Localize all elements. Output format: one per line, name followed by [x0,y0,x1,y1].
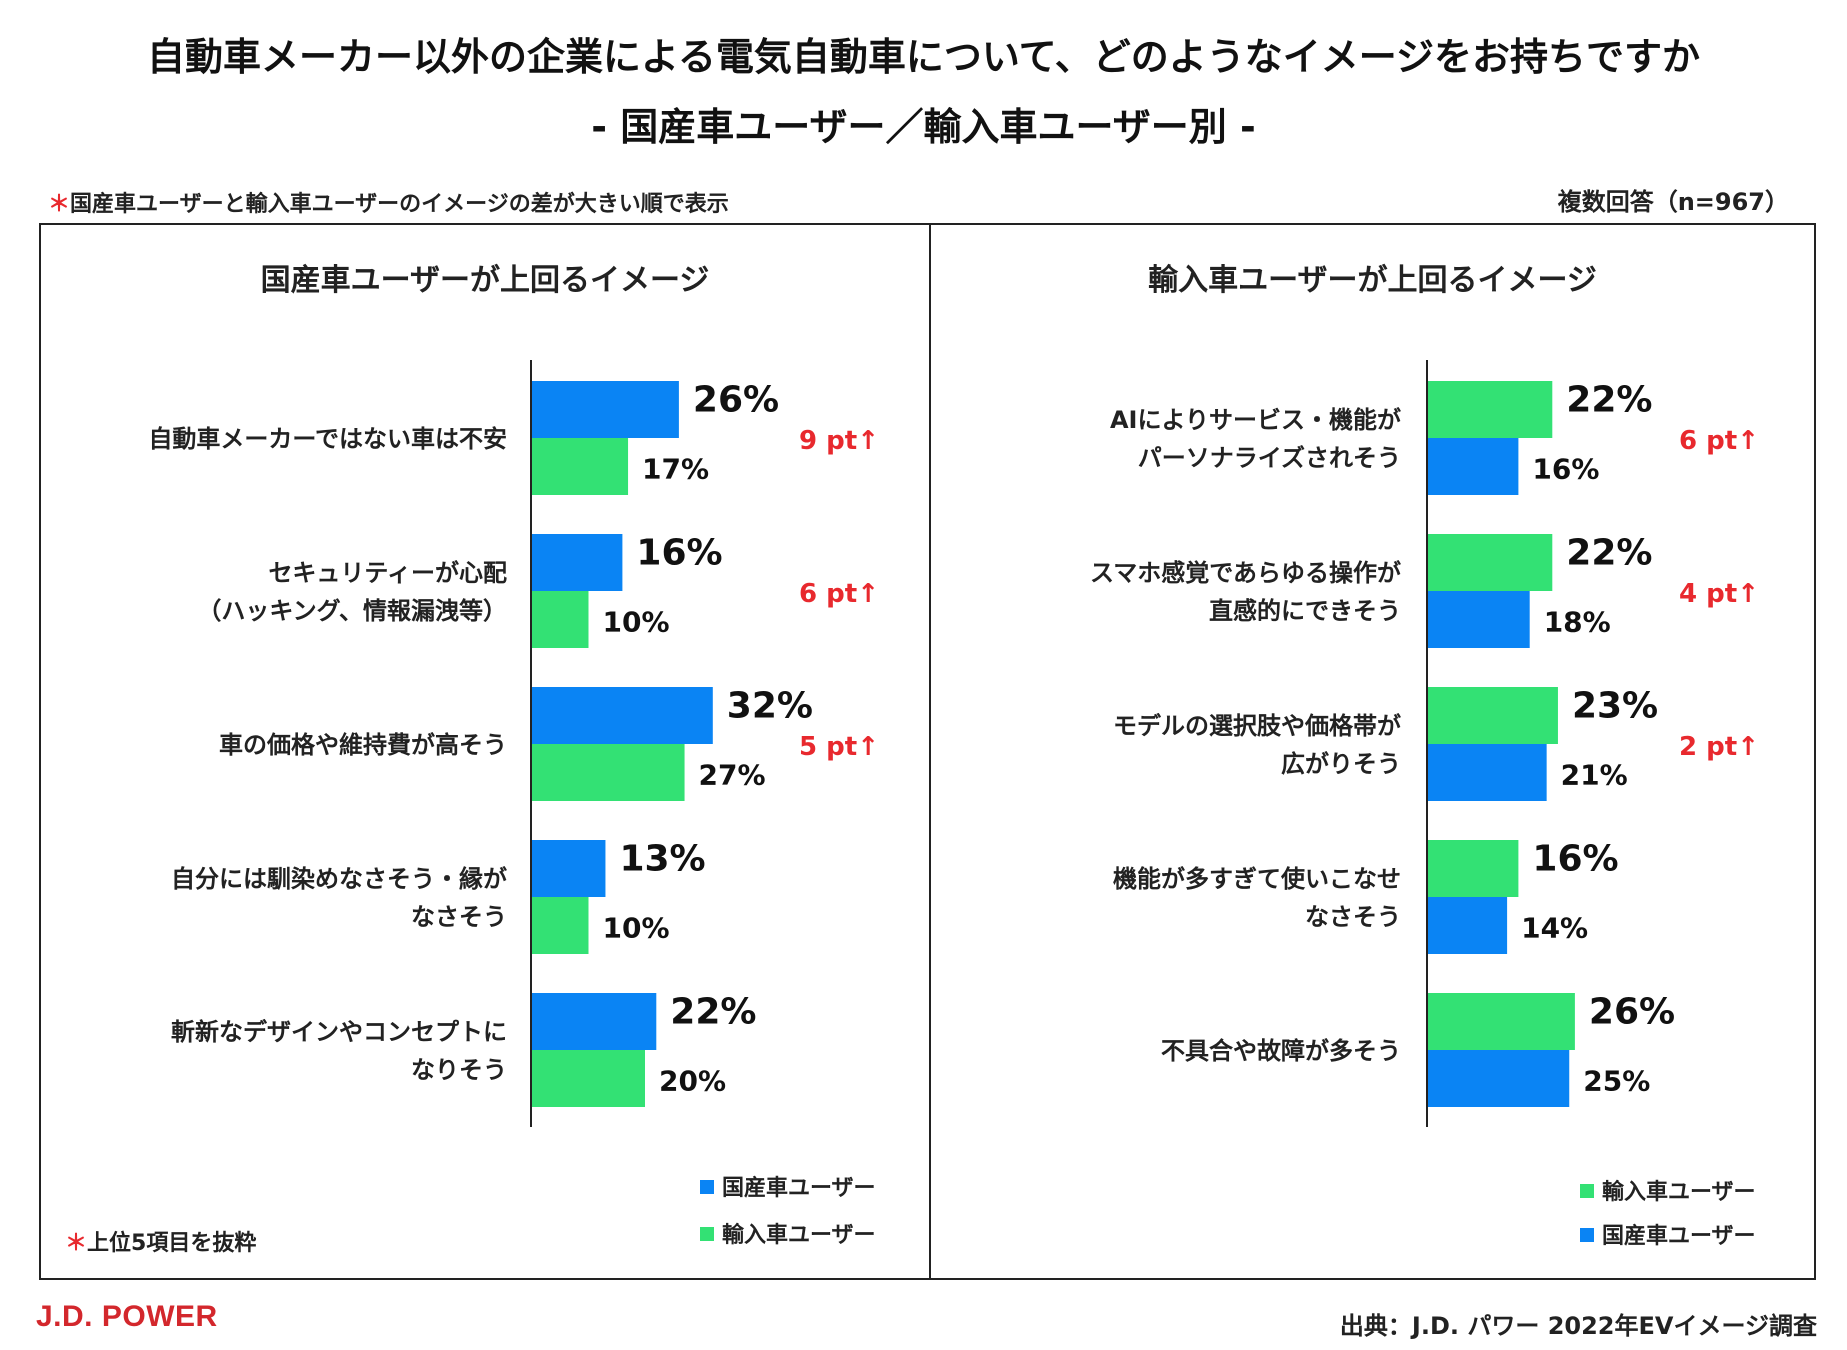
value-label-domestic: 25% [1583,1065,1650,1098]
difference-label: 6 pt↑ [799,579,879,609]
jd-power-logo: J.D. POWER [36,1300,218,1333]
legend-swatch-imported [1580,1184,1594,1198]
value-label-domestic: 26% [693,380,779,421]
domestic-higher-chart: 自動車メーカーではない車は不安 26% 17% 9 pt↑ セキュリティーが心配（ハッキ… [148,360,879,1248]
value-label-imported: 26% [1589,992,1675,1033]
value-label-imported: 22% [1566,380,1652,421]
category-label: 自動車メーカーではない車は不安 [148,425,507,453]
category-label: AIによりサービス・機能がパーソナライズされそう [1110,406,1401,472]
category-label: 斬新なデザインやコンセプトになりそう [171,1018,507,1084]
legend-swatch-domestic [700,1180,714,1194]
difference-label: 4 pt↑ [1679,579,1759,609]
value-label-domestic: 14% [1521,912,1588,945]
bar-domestic [532,687,713,744]
bar-domestic [1428,438,1519,495]
bar-domestic [532,381,679,438]
bar-imported [1428,534,1553,591]
chart-title: 自動車メーカー以外の企業による電気自動車について、どのようなイメージをお持ちです… [146,35,1701,79]
legend-label-imported: 輸入車ユーザー [722,1222,876,1248]
value-label-domestic: 13% [619,839,705,880]
difference-label: 6 pt↑ [1679,426,1759,456]
value-label-imported: 16% [1532,839,1618,880]
difference-label: 2 pt↑ [1679,732,1759,762]
bar-imported [1428,687,1558,744]
category-label: 不具合や故障が多そう [1161,1037,1401,1065]
bar-imported [532,438,629,495]
legend-swatch-domestic [1580,1228,1594,1242]
bar-imported [1428,840,1519,897]
value-label-imported: 22% [1566,533,1652,574]
sort-note: ＊国産車ユーザーと輸入車ユーザーのイメージの差が大きい順で表示 [48,186,729,218]
difference-label: 5 pt↑ [799,732,879,762]
panel-title-domestic-higher: 国産車ユーザーが上回るイメージ [260,263,710,298]
bar-domestic [1428,744,1547,801]
bar-domestic [1428,1050,1570,1107]
value-label-imported: 10% [603,606,670,639]
category-label: セキュリティーが心配（ハッキング、情報漏洩等） [197,559,507,625]
category-label: スマホ感覚であらゆる操作が直感的にできそう [1090,559,1401,625]
category-label: 機能が多すぎて使いこなせなさそう [1113,865,1401,931]
value-label-imported: 17% [642,453,709,486]
bar-imported [532,897,589,954]
value-label-imported: 23% [1572,686,1658,727]
bar-domestic [532,993,657,1050]
source-note: 出典：J.D. パワー 2022年EVイメージ調査 [1339,1312,1817,1340]
bar-imported [532,744,685,801]
sort-note-asterisk: ＊ [48,192,71,217]
category-label: 自分には馴染めなさそう・縁がなさそう [171,865,507,931]
legend-label-domestic: 国産車ユーザー [1602,1223,1756,1249]
bar-imported [1428,993,1575,1050]
panel-title-imported-higher: 輸入車ユーザーが上回るイメージ [1148,263,1597,298]
value-label-domestic: 32% [727,686,813,727]
value-label-imported: 20% [659,1065,726,1098]
chart-subtitle: - 国産車ユーザー／輸入車ユーザー別 - [591,105,1256,149]
category-label: 車の価格や維持費が高そう [219,731,507,759]
category-label: モデルの選択肢や価格帯が広がりそう [1113,712,1401,778]
legend-swatch-imported [700,1227,714,1241]
domestic-higher-panel: 国産車ユーザーが上回るイメージ 自動車メーカーではない車は不安 26% 17% 9 p… [39,223,931,1280]
bar-imported [532,591,589,648]
bar-domestic [532,534,623,591]
footnote-text: 上位5項目を抜粋 [87,1231,257,1256]
bar-imported [532,1050,645,1107]
bar-domestic [1428,897,1508,954]
imported-higher-chart: AIによりサービス・機能がパーソナライズされそう 22% 16% 6 pt↑ スマホ感覚… [1090,360,1759,1249]
difference-label: 9 pt↑ [799,426,879,456]
bar-imported [1428,381,1553,438]
value-label-domestic: 16% [1532,453,1599,486]
footnote: ＊上位5項目を抜粋 [65,1225,256,1257]
value-label-domestic: 21% [1561,759,1628,792]
response-note: 複数回答（n=967） [1557,188,1789,216]
sort-note-text: 国産車ユーザーと輸入車ユーザーのイメージの差が大きい順で表示 [70,192,729,217]
value-label-domestic: 22% [670,992,756,1033]
value-label-imported: 27% [699,759,766,792]
bar-domestic [532,840,606,897]
value-label-domestic: 18% [1544,606,1611,639]
bar-domestic [1428,591,1530,648]
imported-higher-panel: 輸入車ユーザーが上回るイメージ AIによりサービス・機能がパーソナライズされそう… [929,223,1816,1280]
legend-label-domestic: 国産車ユーザー [722,1175,876,1201]
footnote-asterisk: ＊ [65,1231,88,1256]
value-label-domestic: 16% [636,533,722,574]
value-label-imported: 10% [603,912,670,945]
legend-label-imported: 輸入車ユーザー [1602,1179,1756,1205]
